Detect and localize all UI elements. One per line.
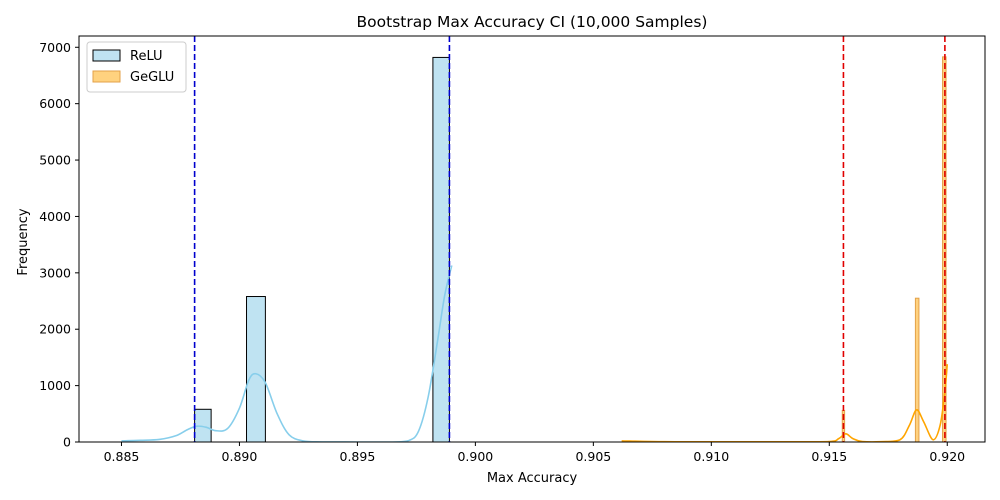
x-tick-label: 0.920: [929, 449, 965, 464]
histogram-bar-relu-2: [432, 56, 450, 442]
y-tick-label: 1000: [39, 378, 71, 393]
histogram-bar-relu-1: [246, 296, 266, 442]
y-tick-label: 4000: [39, 209, 71, 224]
legend-swatch-relu: [92, 49, 121, 62]
y-tick-label: 5000: [39, 153, 71, 168]
x-tick-label: 0.885: [104, 449, 140, 464]
x-tick-label: 0.910: [693, 449, 729, 464]
x-axis-title: Max Accuracy: [487, 471, 578, 486]
plot-frame: [78, 35, 986, 443]
legend: ReLU GeGLU: [86, 41, 187, 93]
x-axis: 0.885 0.890 0.895 0.900 0.905 0.910 0.915 0.920: [104, 442, 965, 464]
y-tick-label: 7000: [39, 40, 71, 55]
histogram-bar-geglu-1: [914, 297, 920, 442]
y-axis-title: Frequency: [16, 208, 31, 275]
x-tick-label: 0.895: [340, 449, 376, 464]
chart-title: Bootstrap Max Accuracy CI (10,000 Sample…: [357, 13, 708, 31]
kde-curve-relu: [121, 265, 453, 442]
y-tick-label: 3000: [39, 265, 71, 280]
y-tick-label: 6000: [39, 96, 71, 111]
y-tick-label: 2000: [39, 322, 71, 337]
x-tick-label: 0.915: [811, 449, 847, 464]
x-tick-label: 0.900: [457, 449, 493, 464]
x-tick-label: 0.890: [222, 449, 258, 464]
x-tick-label: 0.905: [575, 449, 611, 464]
legend-swatch-geglu: [92, 70, 121, 83]
y-tick-label: 0: [63, 435, 71, 450]
y-axis: 0 1000 2000 3000 4000 5000 6000 7000: [39, 40, 79, 450]
legend-label-geglu: GeGLU: [130, 70, 174, 85]
legend-label-relu: ReLU: [130, 49, 163, 64]
